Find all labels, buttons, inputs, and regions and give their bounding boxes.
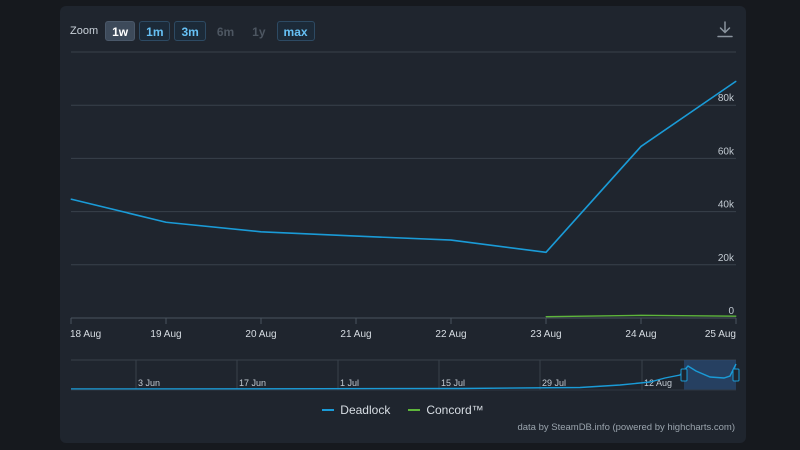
navigator-label: 3 Jun	[138, 378, 160, 388]
x-tick-label: 23 Aug	[530, 329, 561, 340]
legend-item-concord[interactable]: Concord™	[408, 403, 484, 417]
data-point[interactable]	[545, 251, 547, 253]
chart-card: Zoom 1w 1m 3m 6m 1y max 0 20k 40k 60k 80k 18…	[60, 6, 746, 443]
x-tick-label: 21 Aug	[340, 329, 371, 340]
navigator-handle[interactable]	[680, 368, 688, 382]
data-point[interactable]	[735, 80, 737, 82]
chart-credits[interactable]: data by SteamDB.info (powered by highcha…	[517, 422, 735, 433]
data-point[interactable]	[355, 235, 357, 237]
navigator-label: 1 Jul	[340, 378, 359, 388]
data-point[interactable]	[640, 145, 642, 147]
data-point[interactable]	[165, 221, 167, 223]
y-tick-label: 60k	[718, 146, 735, 157]
x-tick-label: 18 Aug	[70, 329, 101, 340]
navigator-series-line	[70, 363, 737, 390]
download-icon[interactable]	[716, 20, 734, 40]
zoom-toolbar: Zoom 1w 1m 3m 6m 1y max	[70, 20, 315, 42]
line-chart[interactable]: 0 20k 40k 60k 80k 18 Aug 19 Aug 20 Aug 21 Aug 22…	[60, 6, 746, 443]
y-tick-label: 20k	[718, 253, 735, 264]
navigator-label: 29 Jul	[542, 378, 566, 388]
zoom-1y-button[interactable]: 1y	[245, 21, 272, 41]
legend-swatch-deadlock	[322, 409, 335, 411]
x-tick-label: 22 Aug	[435, 329, 466, 340]
zoom-1w-button[interactable]: 1w	[105, 21, 136, 41]
zoom-1m-button[interactable]: 1m	[139, 21, 171, 41]
y-tick-label: 80k	[718, 93, 735, 104]
data-point[interactable]	[450, 239, 452, 241]
series-line-deadlock[interactable]	[70, 80, 737, 254]
zoom-max-button[interactable]: max	[276, 21, 315, 41]
navigator-label: 15 Jul	[441, 378, 465, 388]
data-point[interactable]	[545, 316, 547, 318]
zoom-3m-button[interactable]: 3m	[174, 21, 206, 41]
data-point[interactable]	[70, 198, 72, 200]
y-tick-label: 40k	[718, 200, 735, 211]
zoom-label: Zoom	[70, 25, 99, 37]
navigator-label: 12 Aug	[644, 378, 672, 388]
chart-legend: Deadlock Concord™	[60, 403, 746, 417]
legend-label-concord: Concord™	[426, 403, 484, 417]
zoom-6m-button[interactable]: 6m	[210, 21, 241, 41]
navigator-selection[interactable]	[684, 360, 736, 390]
x-tick-label: 19 Aug	[150, 329, 181, 340]
x-tick-label: 25 Aug	[705, 329, 736, 340]
legend-item-deadlock[interactable]: Deadlock	[322, 403, 390, 417]
legend-label-deadlock: Deadlock	[340, 403, 391, 417]
data-point[interactable]	[640, 314, 642, 316]
data-point[interactable]	[735, 315, 737, 317]
x-tick-label: 24 Aug	[625, 329, 656, 340]
legend-swatch-concord	[408, 409, 421, 411]
data-point[interactable]	[260, 231, 262, 233]
y-tick-label: 0	[728, 306, 734, 317]
navigator-handle[interactable]	[732, 368, 740, 382]
x-tick-label: 20 Aug	[245, 329, 276, 340]
navigator-label: 17 Jun	[239, 378, 266, 388]
